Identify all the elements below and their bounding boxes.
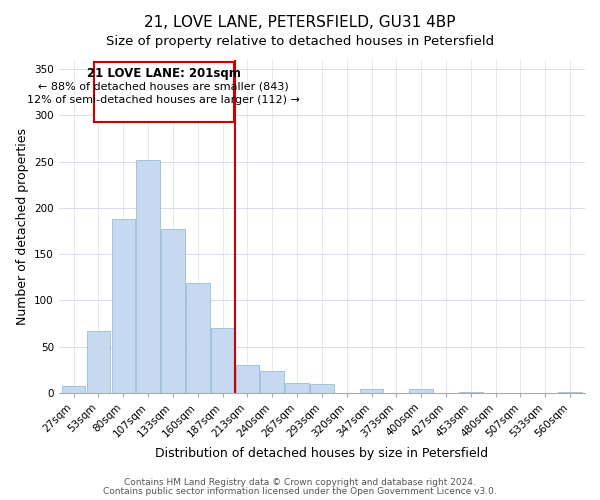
Bar bbox=[260, 370, 284, 393]
X-axis label: Distribution of detached houses by size in Petersfield: Distribution of detached houses by size … bbox=[155, 447, 488, 460]
Bar bbox=[559, 392, 582, 393]
Text: 21 LOVE LANE: 201sqm: 21 LOVE LANE: 201sqm bbox=[87, 68, 241, 80]
Bar bbox=[62, 386, 85, 393]
Text: ← 88% of detached houses are smaller (843): ← 88% of detached houses are smaller (84… bbox=[38, 82, 289, 92]
Bar bbox=[459, 392, 482, 393]
FancyBboxPatch shape bbox=[94, 62, 234, 122]
Y-axis label: Number of detached properties: Number of detached properties bbox=[16, 128, 29, 325]
Bar bbox=[161, 229, 185, 393]
Bar bbox=[112, 219, 135, 393]
Bar bbox=[211, 328, 235, 393]
Bar bbox=[409, 389, 433, 393]
Bar bbox=[86, 331, 110, 393]
Bar bbox=[136, 160, 160, 393]
Bar bbox=[186, 283, 209, 393]
Bar bbox=[285, 382, 309, 393]
Bar bbox=[360, 389, 383, 393]
Bar bbox=[236, 365, 259, 393]
Text: Contains HM Land Registry data © Crown copyright and database right 2024.: Contains HM Land Registry data © Crown c… bbox=[124, 478, 476, 487]
Text: Size of property relative to detached houses in Petersfield: Size of property relative to detached ho… bbox=[106, 35, 494, 48]
Text: 12% of semi-detached houses are larger (112) →: 12% of semi-detached houses are larger (… bbox=[27, 95, 300, 105]
Bar bbox=[310, 384, 334, 393]
Text: 21, LOVE LANE, PETERSFIELD, GU31 4BP: 21, LOVE LANE, PETERSFIELD, GU31 4BP bbox=[144, 15, 456, 30]
Text: Contains public sector information licensed under the Open Government Licence v3: Contains public sector information licen… bbox=[103, 486, 497, 496]
